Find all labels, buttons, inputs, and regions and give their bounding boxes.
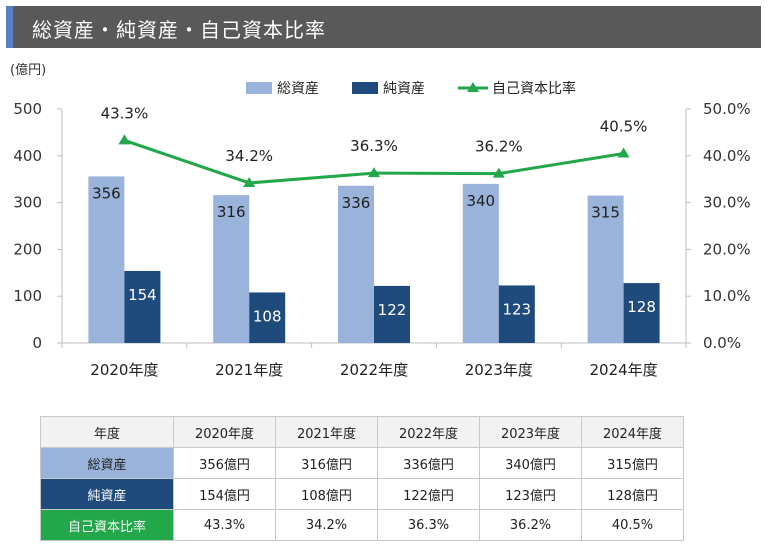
y-axis-unit-label: (億円) xyxy=(10,62,46,78)
table-header-cell: 2022年度 xyxy=(377,416,480,448)
legend-marker-equity-ratio xyxy=(467,82,479,92)
table-row: 純資産 154億円 108億円 122億円 123億円 128億円 xyxy=(40,478,684,510)
data-label-total-assets: 316 xyxy=(217,203,246,221)
y-tick-label: 0 xyxy=(32,334,42,352)
table-cell: 108億円 xyxy=(275,478,378,510)
data-label-total-assets: 356 xyxy=(92,184,121,202)
data-label-total-assets: 336 xyxy=(342,194,371,212)
data-label-net-assets: 123 xyxy=(502,300,531,318)
table-cell: 122億円 xyxy=(377,478,480,510)
legend-label-equity-ratio: 自己資本比率 xyxy=(492,80,576,97)
chart-ratio-line xyxy=(118,134,630,187)
table-cell: 154億円 xyxy=(173,478,276,510)
table-cell: 36.3% xyxy=(377,509,480,541)
table-cell: 356億円 xyxy=(173,447,276,479)
table-row-label-equity-ratio: 自己資本比率 xyxy=(40,509,174,541)
ratio-marker xyxy=(243,176,256,187)
bar-total-assets xyxy=(587,195,624,343)
legend-swatch-net-assets xyxy=(352,82,378,94)
bar-net-assets xyxy=(374,285,410,343)
table-header-cell: 2020年度 xyxy=(173,416,276,448)
chart-bars xyxy=(88,176,660,343)
table-row-label-net-assets: 純資産 xyxy=(40,478,174,510)
summary-table: 年度 2020年度 2021年度 2022年度 2023年度 2024年度 総資… xyxy=(40,416,684,541)
table-cell: 128億円 xyxy=(581,478,684,510)
data-label-net-assets: 108 xyxy=(253,307,282,325)
y2-tick-label: 30.0% xyxy=(703,194,751,212)
bar-net-assets xyxy=(249,292,286,343)
x-tick-label: 2020年度 xyxy=(90,361,158,379)
bar-total-assets xyxy=(338,185,374,343)
bar-total-assets xyxy=(462,183,499,343)
data-label-net-assets: 128 xyxy=(627,298,656,316)
ratio-marker xyxy=(368,167,380,178)
ratio-marker xyxy=(492,167,505,178)
table-header-cell: 2024年度 xyxy=(581,416,684,448)
data-label-total-assets: 340 xyxy=(466,192,495,210)
data-label-net-assets: 154 xyxy=(128,286,157,304)
legend-swatch-total-assets xyxy=(246,82,272,94)
title-accent-bar xyxy=(6,6,13,48)
table-header-label: 年度 xyxy=(40,416,174,448)
combo-chart: (億円) 0 100 200 300 400 500 0.0% 10.0% 20.0% 30.0% 4… xyxy=(10,62,751,379)
table-row: 総資産 356億円 316億円 336億円 340億円 315億円 xyxy=(40,447,684,479)
table-header-cell: 2023年度 xyxy=(479,416,582,448)
bar-net-assets xyxy=(498,285,535,343)
y2-tick-label: 20.0% xyxy=(703,240,751,258)
legend-label-total-assets: 総資産 xyxy=(277,81,319,97)
data-label-equity-ratio: 43.3% xyxy=(101,104,149,122)
data-label-equity-ratio: 36.3% xyxy=(350,137,398,155)
y2-tick-label: 50.0% xyxy=(703,100,751,118)
y-tick-label: 200 xyxy=(13,240,42,258)
table-cell: 36.2% xyxy=(479,509,582,541)
bar-net-assets xyxy=(623,283,660,343)
chart-data-labels: 356 154 316 108 336 122 340 123 315 128 43.3% 34.2%… xyxy=(92,104,656,325)
title-banner: 総資産・純資産・自己資本比率 xyxy=(6,6,761,48)
x-tick-label: 2023年度 xyxy=(465,361,533,379)
data-label-equity-ratio: 40.5% xyxy=(600,117,648,135)
y2-tick-label: 0.0% xyxy=(703,334,741,352)
data-label-equity-ratio: 36.2% xyxy=(475,138,523,156)
table-row: 自己資本比率 43.3% 34.2% 36.3% 36.2% 40.5% xyxy=(40,509,684,541)
page-title: 総資産・純資産・自己資本比率 xyxy=(32,18,326,42)
ratio-marker xyxy=(617,147,630,158)
y-tick-label: 300 xyxy=(13,194,42,212)
table-header-row: 年度 2020年度 2021年度 2022年度 2023年度 2024年度 xyxy=(40,416,684,448)
x-tick-label: 2022年度 xyxy=(340,361,408,379)
data-label-equity-ratio: 34.2% xyxy=(225,147,273,165)
table-cell: 40.5% xyxy=(581,509,684,541)
table-cell: 43.3% xyxy=(173,509,276,541)
table-cell: 316億円 xyxy=(275,447,378,479)
y-tick-label: 400 xyxy=(13,147,42,165)
table-header-cell: 2021年度 xyxy=(275,416,378,448)
data-label-total-assets: 315 xyxy=(591,204,620,222)
table-cell: 340億円 xyxy=(479,447,582,479)
x-tick-label: 2024年度 xyxy=(590,361,658,379)
y-tick-label: 500 xyxy=(13,100,42,118)
y2-tick-label: 40.0% xyxy=(703,147,751,165)
bar-net-assets xyxy=(124,270,161,343)
bar-total-assets xyxy=(213,195,250,343)
bar-total-assets xyxy=(88,176,125,343)
x-tick-label: 2021年度 xyxy=(215,361,283,379)
data-label-net-assets: 122 xyxy=(378,301,407,319)
table-cell: 123億円 xyxy=(479,478,582,510)
y2-tick-label: 10.0% xyxy=(703,287,751,305)
table-cell: 315億円 xyxy=(581,447,684,479)
table-row-label-total-assets: 総資産 xyxy=(40,447,174,479)
y-tick-label: 100 xyxy=(13,287,42,305)
table-cell: 336億円 xyxy=(377,447,480,479)
table-cell: 34.2% xyxy=(275,509,378,541)
legend-label-net-assets: 純資産 xyxy=(383,81,425,97)
ratio-marker xyxy=(118,134,131,145)
chart-legend: 総資産 純資産 自己資本比率 xyxy=(246,80,576,97)
